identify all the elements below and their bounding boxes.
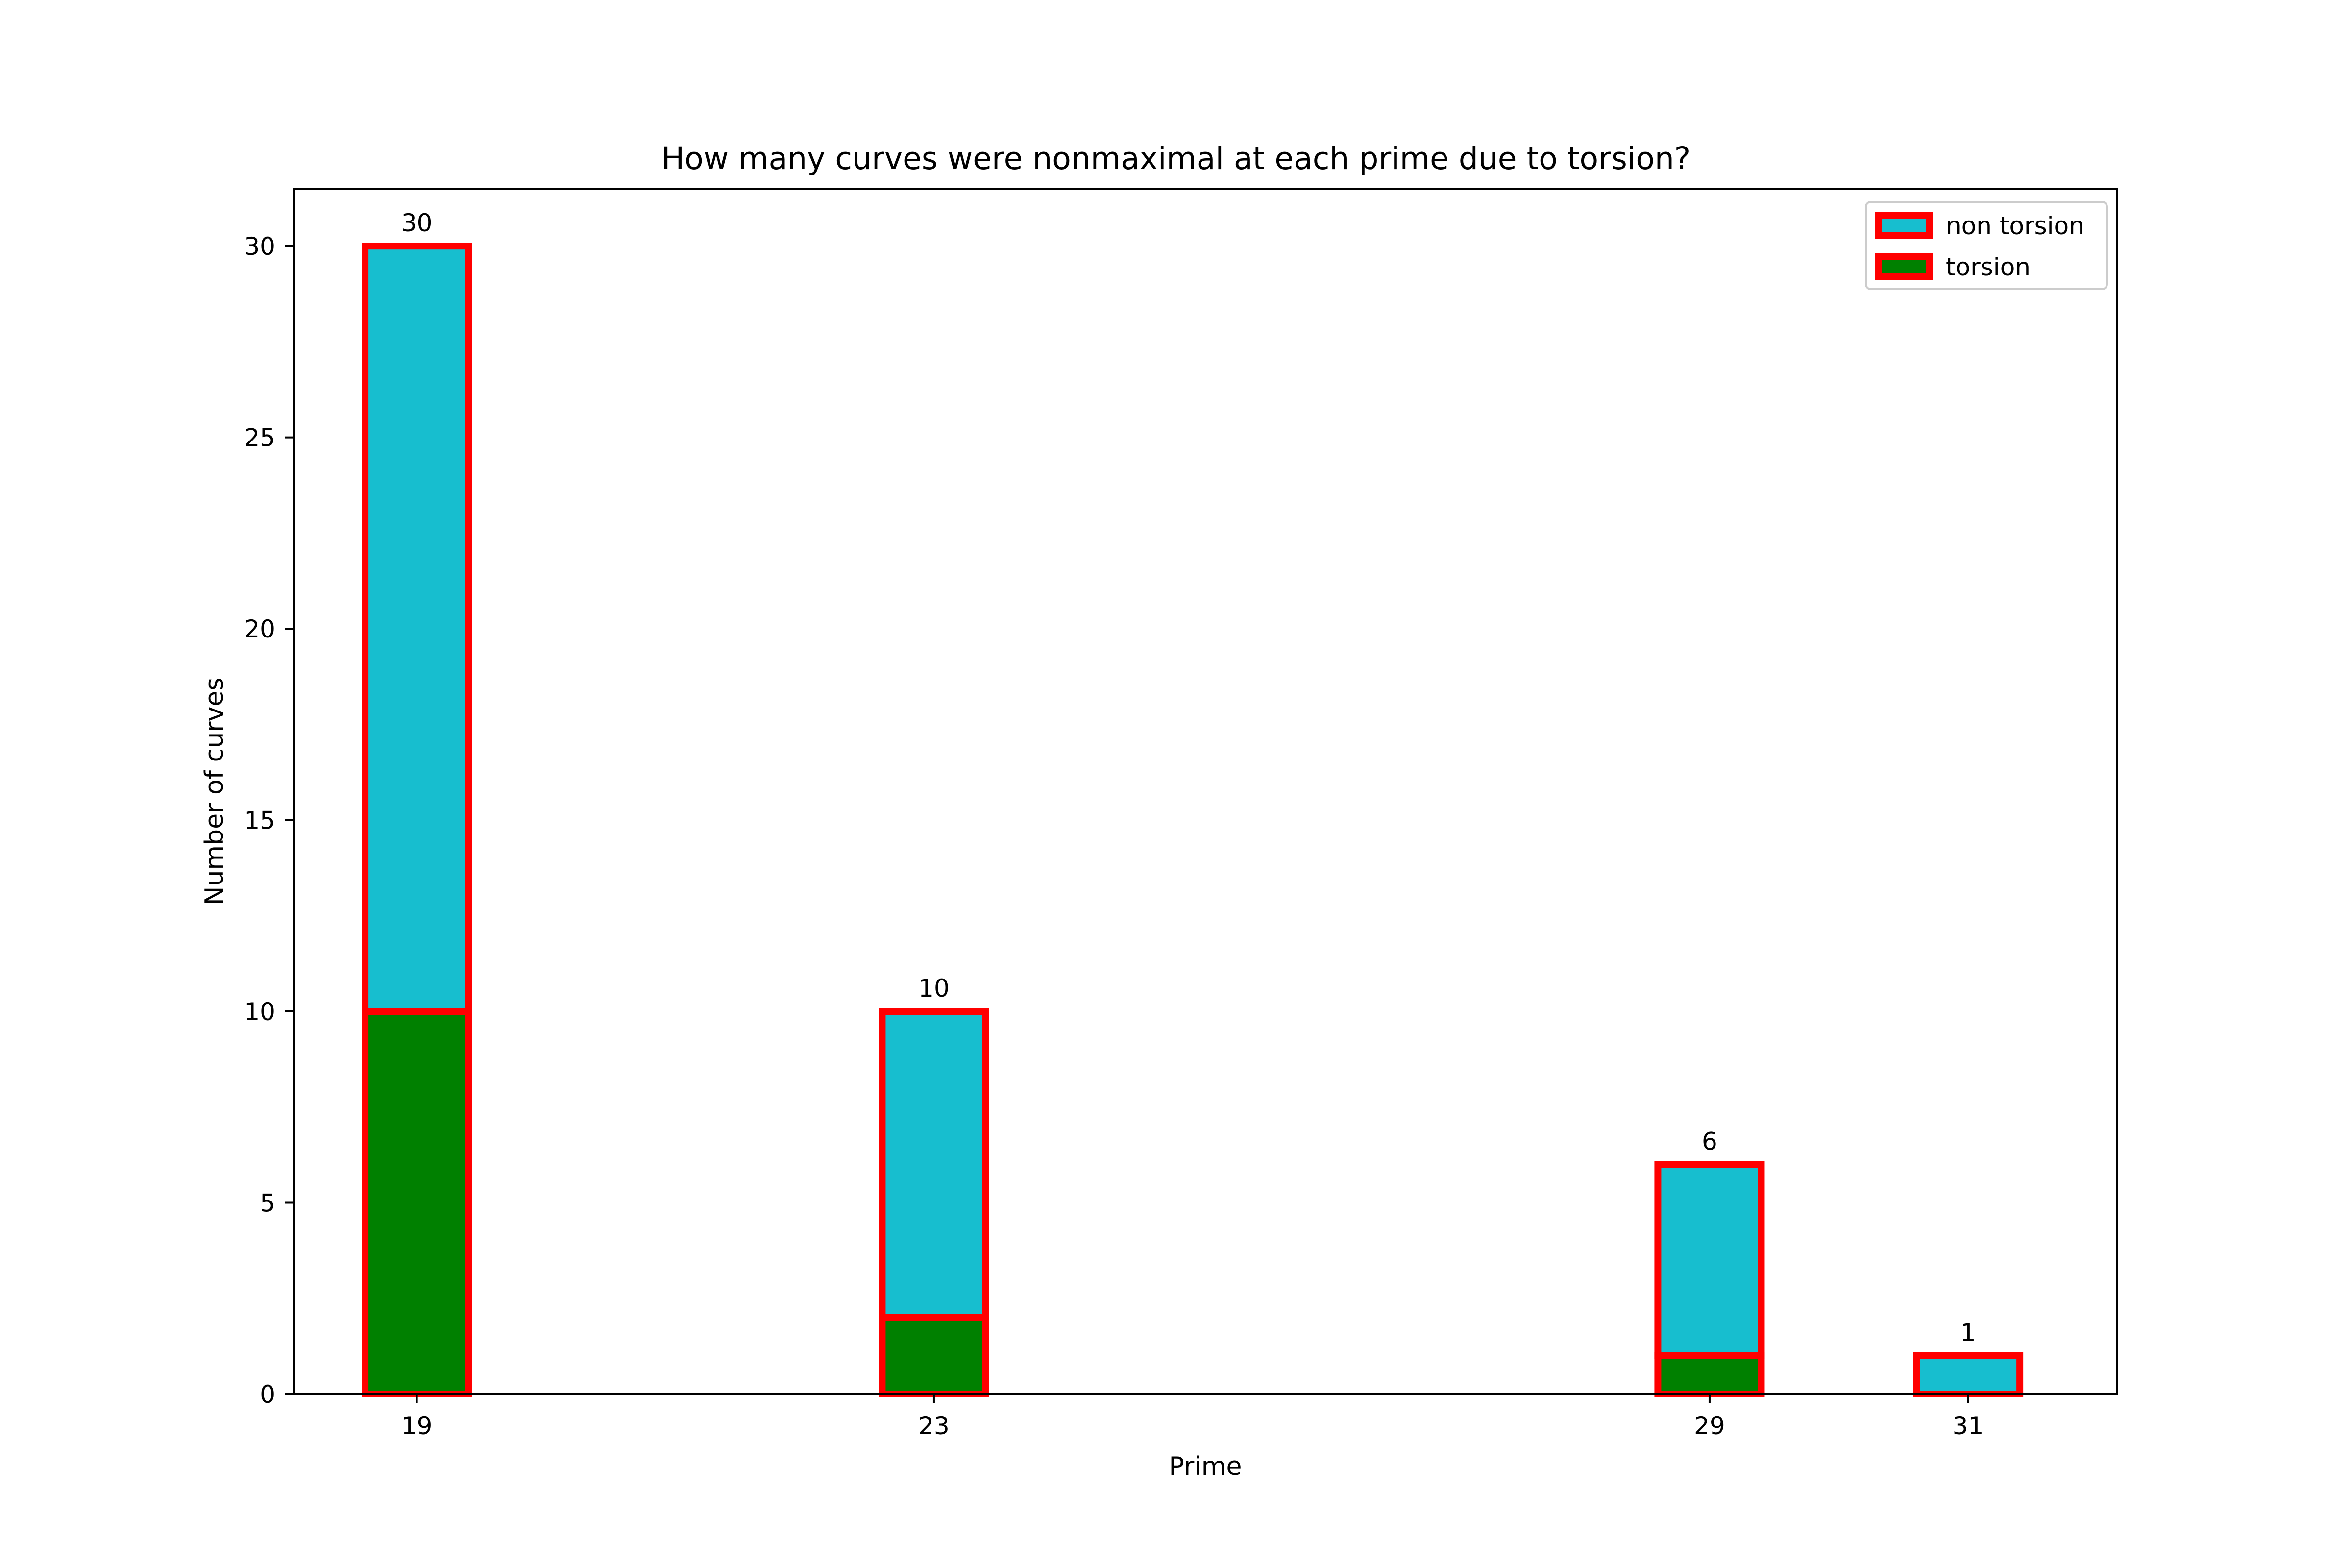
y-tick-label: 10 bbox=[244, 998, 275, 1026]
bar-non-torsion-29 bbox=[1654, 1161, 1765, 1359]
y-axis: 0 5 10 15 20 25 30 bbox=[244, 232, 294, 1409]
bar-torsion-19 bbox=[362, 1008, 472, 1397]
y-tick-label: 30 bbox=[244, 232, 275, 261]
legend-swatch-non-torsion bbox=[1875, 212, 1933, 239]
total-label: 1 bbox=[1960, 1319, 1976, 1347]
total-label: 30 bbox=[401, 209, 433, 237]
bar-torsion-29 bbox=[1654, 1352, 1765, 1398]
y-tick-label: 15 bbox=[244, 807, 275, 835]
y-tick-label: 0 bbox=[260, 1380, 275, 1409]
bar-non-torsion-19 bbox=[362, 243, 472, 1015]
x-tick-label: 19 bbox=[401, 1412, 433, 1440]
y-tick-label: 20 bbox=[244, 615, 275, 643]
total-labels-layer: 30 10 6 1 bbox=[401, 209, 1976, 1347]
plot-frame bbox=[293, 188, 2118, 1395]
bar-non-torsion-31 bbox=[1913, 1352, 2024, 1398]
legend-label-non-torsion: non torsion bbox=[1946, 212, 2084, 240]
y-axis-label: Number of curves bbox=[200, 678, 229, 906]
x-tick-label: 31 bbox=[1953, 1412, 1984, 1440]
total-label: 10 bbox=[918, 974, 950, 1003]
legend-label-torsion: torsion bbox=[1946, 253, 2031, 281]
bar-non-torsion-23 bbox=[879, 1008, 989, 1321]
x-axis-label: Prime bbox=[1169, 1452, 1242, 1481]
bars-layer bbox=[362, 243, 2024, 1398]
legend-swatch-torsion bbox=[1875, 253, 1933, 280]
y-tick-label: 5 bbox=[260, 1189, 275, 1218]
chart-title: How many curves were nonmaximal at each … bbox=[662, 141, 1691, 176]
x-tick-label: 29 bbox=[1694, 1412, 1725, 1440]
x-tick-label: 23 bbox=[918, 1412, 950, 1440]
bar-torsion-23 bbox=[879, 1314, 989, 1398]
legend: non torsion torsion bbox=[1865, 201, 2108, 290]
y-tick-label: 25 bbox=[244, 424, 275, 452]
total-label: 6 bbox=[1702, 1127, 1717, 1155]
x-axis: 19 23 29 31 bbox=[401, 1394, 1984, 1440]
